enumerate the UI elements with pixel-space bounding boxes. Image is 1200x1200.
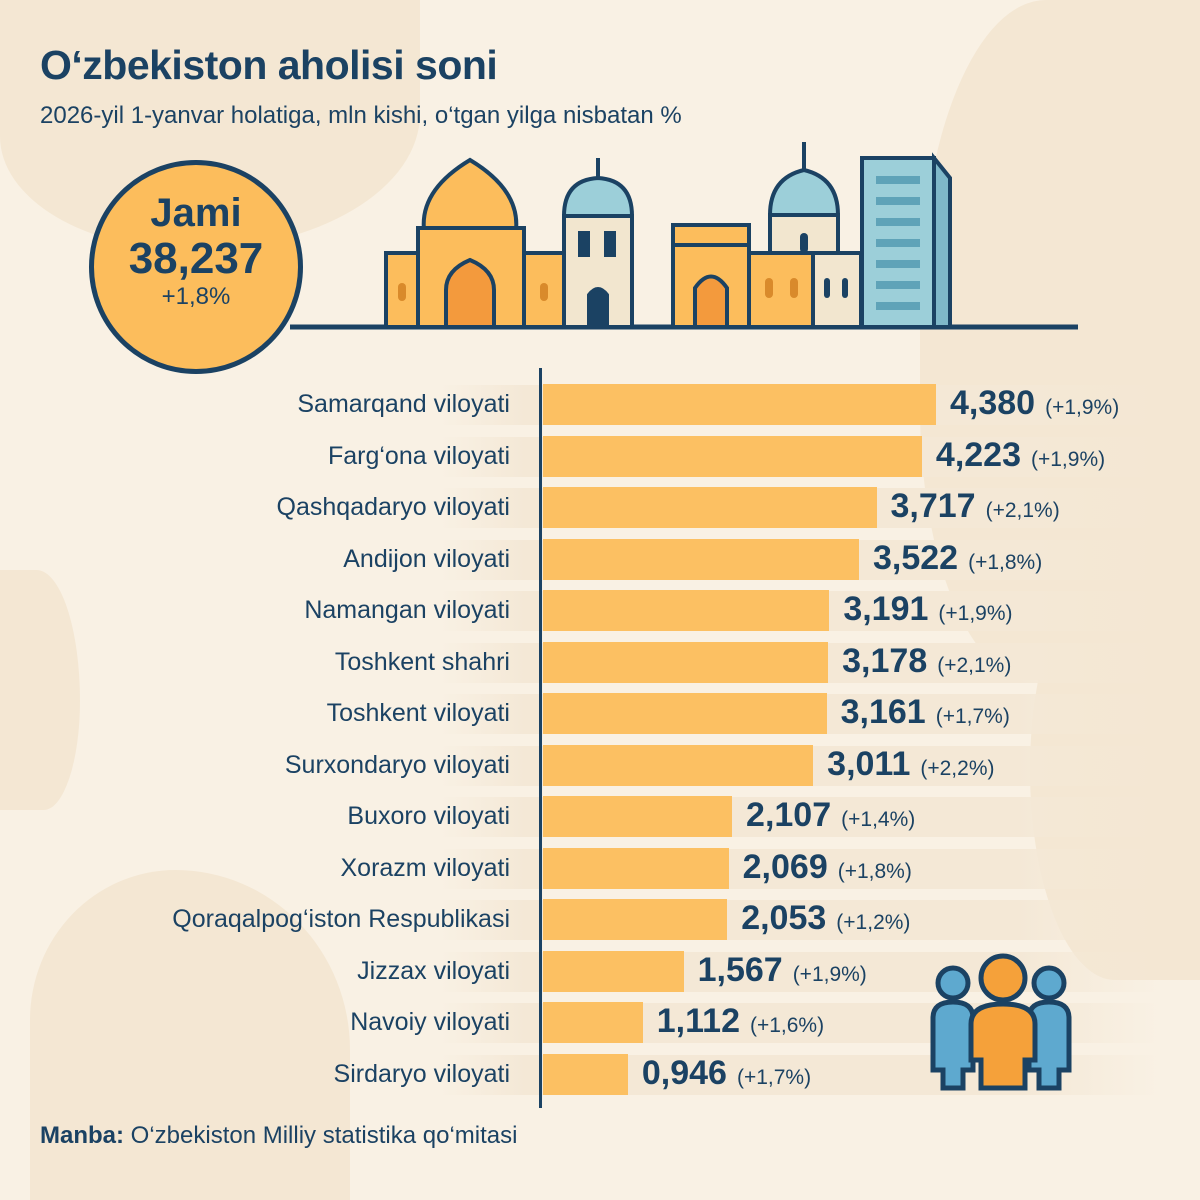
bar-row: Xorazm viloyati 2,069 (+1,8%)	[0, 846, 1200, 892]
category-label: Toshkent viloyati	[326, 699, 510, 727]
skyline-illustration	[290, 142, 1078, 330]
y-axis-line	[539, 368, 542, 1108]
value-label: 3,717 (+2,1%)	[891, 487, 1060, 526]
total-label: Jami	[150, 191, 242, 235]
category-label: Jizzax viloyati	[357, 956, 510, 985]
bar	[543, 899, 728, 940]
value-label: 2,053 (+1,2%)	[741, 899, 910, 938]
bar-row: Andijon viloyati 3,522 (+1,8%)	[0, 537, 1200, 583]
bar	[543, 1002, 643, 1043]
bar	[543, 693, 827, 734]
value-label: 1,567 (+1,9%)	[698, 951, 867, 990]
bar-row: Toshkent viloyati 3,161 (+1,7%)	[0, 691, 1200, 737]
value-number: 3,717	[890, 487, 976, 525]
people-icon	[930, 953, 1072, 1091]
category-label: Samarqand viloyati	[297, 390, 510, 418]
bar-row: Qashqadaryo viloyati 3,717 (+2,1%)	[0, 485, 1200, 531]
change-label: (+2,1%)	[985, 499, 1060, 522]
background-blob	[30, 870, 350, 1200]
value-label: 3,161 (+1,7%)	[841, 693, 1010, 732]
change-label: (+1,8%)	[837, 859, 912, 883]
category-label: Andijon viloyati	[343, 544, 510, 573]
change-label: (+1,9%)	[1045, 396, 1120, 419]
change-label: (+1,7%)	[935, 705, 1010, 728]
value-number: 2,069	[742, 847, 828, 886]
value-number: 2,053	[741, 899, 827, 937]
value-number: 1,112	[656, 1002, 740, 1040]
bar	[543, 487, 877, 528]
source-note: Manba: O‘zbekiston Milliy statistika qo‘…	[40, 1122, 517, 1150]
change-label: (+2,1%)	[937, 653, 1012, 677]
bar	[543, 744, 814, 786]
change-label: (+2,2%)	[920, 756, 995, 780]
category-label: Farg‘ona viloyati	[327, 441, 510, 470]
total-change: +1,8%	[161, 283, 231, 310]
bar-row: Toshkent shahri 3,178 (+2,1%)	[0, 640, 1200, 686]
change-label: (+1,9%)	[938, 602, 1013, 625]
category-label: Navoiy viloyati	[350, 1008, 510, 1036]
value-label: 0,946 (+1,7%)	[642, 1054, 811, 1093]
source-text: O‘zbekiston Milliy statistika qo‘mitasi	[130, 1122, 518, 1149]
bar-row: Surxondaryo viloyati 3,011 (+2,2%)	[0, 743, 1200, 789]
category-label: Xorazm viloyati	[340, 853, 511, 882]
source-label: Manba:	[40, 1122, 124, 1149]
value-number: 1,567	[697, 950, 783, 989]
change-label: (+1,2%)	[836, 911, 911, 934]
bar-row: Samarqand viloyati 4,380 (+1,9%)	[0, 382, 1200, 428]
category-label: Surxondaryo viloyati	[284, 750, 510, 779]
page-title: O‘zbekiston aholisi soni	[40, 42, 498, 88]
category-label: Qashqadaryo viloyati	[276, 493, 510, 521]
value-label: 3,178 (+2,1%)	[842, 642, 1011, 681]
value-label: 2,069 (+1,8%)	[743, 848, 912, 887]
change-label: (+1,4%)	[841, 808, 916, 831]
value-number: 3,191	[843, 590, 929, 628]
value-number: 2,107	[746, 796, 832, 834]
change-label: (+1,7%)	[736, 1065, 812, 1089]
change-label: (+1,6%)	[749, 1014, 825, 1037]
value-label: 1,112 (+1,6%)	[657, 1002, 824, 1041]
change-label: (+1,9%)	[792, 962, 867, 986]
value-number: 4,223	[935, 435, 1021, 474]
bar	[543, 641, 829, 683]
bar-row: Buxoro viloyati 2,107 (+1,4%)	[0, 794, 1200, 840]
value-number: 3,178	[842, 641, 928, 680]
bar	[543, 796, 733, 837]
bar-row: Qoraqalpog‘iston Respublikasi 2,053 (+1,2…	[0, 897, 1200, 943]
category-label: Qoraqalpog‘iston Respublikasi	[172, 905, 510, 933]
bar-row: Namangan viloyati 3,191 (+1,9%)	[0, 588, 1200, 634]
value-label: 3,191 (+1,9%)	[843, 590, 1012, 629]
category-label: Toshkent shahri	[334, 647, 510, 676]
change-label: (+1,8%)	[968, 550, 1043, 574]
category-label: Sirdaryo viloyati	[333, 1059, 510, 1088]
background-blob	[0, 570, 80, 810]
change-label: (+1,9%)	[1031, 447, 1106, 471]
bar	[543, 538, 859, 580]
bar	[543, 1053, 628, 1095]
bar-row: Farg‘ona viloyati 4,223 (+1,9%)	[0, 434, 1200, 480]
value-number: 4,380	[950, 384, 1036, 422]
bar	[543, 950, 684, 992]
bar	[543, 847, 729, 889]
value-number: 0,946	[641, 1053, 727, 1092]
bar	[543, 590, 830, 631]
value-number: 3,522	[873, 538, 959, 577]
value-label: 3,522 (+1,8%)	[873, 539, 1042, 578]
subtitle: 2026-yil 1-yanvar holatiga, mln kishi, o…	[40, 102, 682, 129]
total-badge: Jami 38,237 +1,8%	[89, 160, 303, 374]
category-label: Namangan viloyati	[304, 596, 510, 624]
category-label: Buxoro viloyati	[347, 802, 510, 830]
value-number: 3,011	[827, 744, 911, 783]
bar	[543, 435, 922, 477]
bar	[543, 384, 936, 425]
value-label: 4,223 (+1,9%)	[936, 436, 1105, 475]
value-number: 3,161	[840, 693, 926, 731]
value-label: 4,380 (+1,9%)	[950, 384, 1119, 423]
value-label: 2,107 (+1,4%)	[746, 796, 915, 835]
total-value: 38,237	[128, 234, 264, 283]
value-label: 3,011 (+2,2%)	[827, 745, 994, 784]
